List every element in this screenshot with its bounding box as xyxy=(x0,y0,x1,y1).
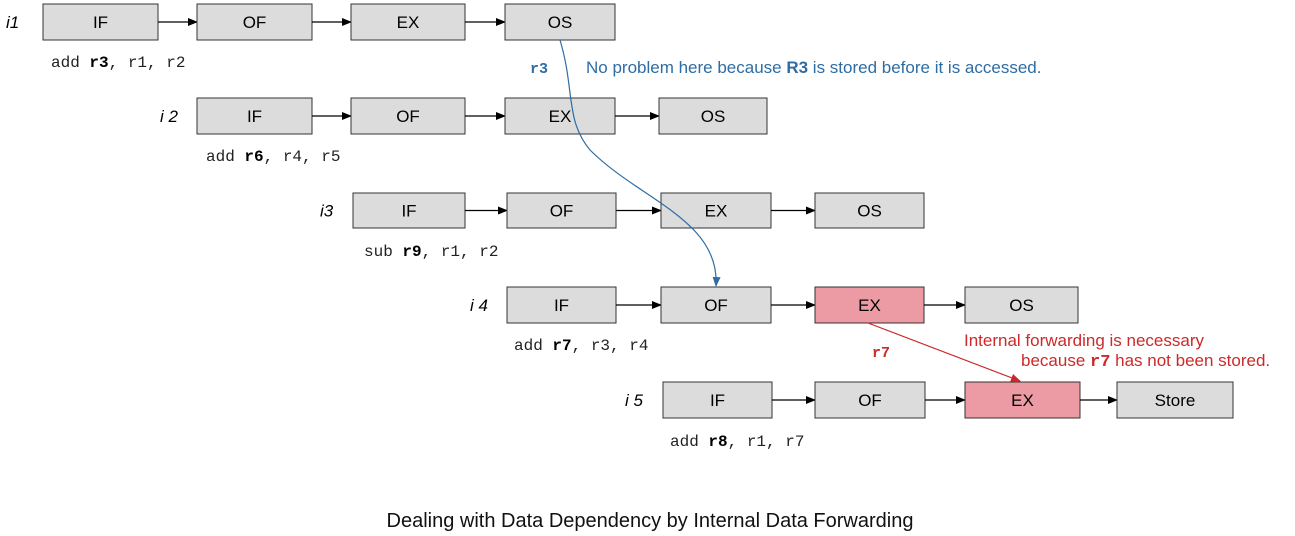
instruction-id-label: i1 xyxy=(6,13,19,32)
no-problem-note: No problem here because R3 is stored bef… xyxy=(586,58,1041,77)
instruction-text: add r8, r1, r7 xyxy=(670,433,804,451)
instr-space xyxy=(80,54,90,72)
pipeline-row: i 5 IF OF EX Store add r8, r1, r7 xyxy=(625,381,1234,451)
forwarding-note-post: has not been stored. xyxy=(1110,351,1270,370)
instruction-text: add r3, r1, r2 xyxy=(51,54,185,72)
stage-label: EX xyxy=(1011,391,1034,410)
instr-dest: r7 xyxy=(552,337,571,355)
forwarding-note-register: r7 xyxy=(1090,353,1110,372)
instr-sep: , xyxy=(422,243,441,261)
forwarding-note-line1: Internal forwarding is necessary xyxy=(964,331,1205,350)
stage-box xyxy=(814,381,926,419)
stage-box xyxy=(964,381,1081,419)
stage-label: IF xyxy=(554,296,569,315)
stage-box xyxy=(814,286,925,324)
stage-box xyxy=(504,97,616,135)
instruction-id-label: i 5 xyxy=(625,391,644,410)
stage-label: OF xyxy=(396,107,420,126)
stage-label: EX xyxy=(549,107,572,126)
r7-tag: r7 xyxy=(872,345,890,362)
stage-box xyxy=(660,286,772,324)
stage-box xyxy=(352,192,466,229)
diagram-caption: Dealing with Data Dependency by Internal… xyxy=(387,510,914,532)
stage-box xyxy=(814,192,925,229)
stage-box xyxy=(1116,381,1234,419)
instruction-id-label: i 4 xyxy=(470,296,488,315)
stage-box xyxy=(350,3,466,41)
stage-label: IF xyxy=(710,391,725,410)
stage-label: EX xyxy=(858,296,881,315)
instr-src: r4, r5 xyxy=(283,148,341,166)
r7-forwarding-arrow xyxy=(867,322,1021,382)
stage-label: OS xyxy=(548,13,573,32)
instr-sep: , xyxy=(264,148,283,166)
instr-dest: r3 xyxy=(89,54,108,72)
stage-label: IF xyxy=(247,107,262,126)
pipeline-row: i 4 IF OF EX OS add r7, r3, r4 xyxy=(470,286,1079,355)
instr-op: add xyxy=(51,54,80,72)
forwarding-note-pre: because xyxy=(1021,351,1090,370)
forwarding-note-line2: because r7 has not been stored. xyxy=(1021,351,1270,372)
stage-label: EX xyxy=(705,202,728,221)
stage-label: OF xyxy=(858,391,882,410)
instr-src: r1, r2 xyxy=(441,243,499,261)
pipeline-row: i1 IF OF EX OS add r3, r1, r2 xyxy=(6,3,616,72)
no-problem-note-register: R3 xyxy=(786,58,808,77)
instr-dest: r9 xyxy=(402,243,421,261)
instruction-id-label: i3 xyxy=(320,202,334,221)
stage-box xyxy=(196,3,313,41)
instr-src: r1, r7 xyxy=(747,433,805,451)
instr-dest: r8 xyxy=(708,433,727,451)
stage-label: OF xyxy=(243,13,267,32)
stage-box xyxy=(964,286,1079,324)
instr-op: add xyxy=(670,433,699,451)
instr-sep: , xyxy=(572,337,591,355)
stage-label: OF xyxy=(704,296,728,315)
stage-box xyxy=(506,286,617,324)
stage-box xyxy=(506,192,617,229)
instr-space xyxy=(699,433,709,451)
r3-dependency-arrow xyxy=(559,39,721,287)
instr-sep: , xyxy=(728,433,747,451)
pipeline-row: i3 IF OF EX OS sub r9, r1, r2 xyxy=(320,192,925,261)
no-problem-note-post: is stored before it is accessed. xyxy=(808,58,1041,77)
instr-space xyxy=(235,148,245,166)
instruction-id-label: i 2 xyxy=(160,107,179,126)
stage-label: OF xyxy=(550,202,574,221)
r3-tag: r3 xyxy=(530,61,548,78)
stage-label: IF xyxy=(93,13,108,32)
stage-box xyxy=(662,381,773,419)
instruction-text: add r7, r3, r4 xyxy=(514,337,648,355)
stage-box xyxy=(660,192,772,229)
stage-label: OS xyxy=(701,107,726,126)
stage-label: Store xyxy=(1155,391,1196,410)
no-problem-note-pre: No problem here because xyxy=(586,58,786,77)
instr-sep: , xyxy=(109,54,128,72)
stage-label: OS xyxy=(857,202,882,221)
instruction-text: add r6, r4, r5 xyxy=(206,148,340,166)
pipeline-rows: i1 IF OF EX OS add r3, r1, r2 i 2 IF OF EX OS add r… xyxy=(6,3,1234,451)
instr-op: add xyxy=(514,337,543,355)
stage-label: OS xyxy=(1009,296,1034,315)
stage-label: EX xyxy=(397,13,420,32)
instr-space xyxy=(393,243,403,261)
instr-op: sub xyxy=(364,243,393,261)
instr-src: r3, r4 xyxy=(591,337,649,355)
stage-box xyxy=(658,97,768,135)
instr-src: r1, r2 xyxy=(128,54,186,72)
instruction-text: sub r9, r1, r2 xyxy=(364,243,498,261)
pipeline-row: i 2 IF OF EX OS add r6, r4, r5 xyxy=(160,97,768,166)
stage-box xyxy=(196,97,313,135)
instr-space xyxy=(543,337,553,355)
stage-label: IF xyxy=(401,202,416,221)
instr-op: add xyxy=(206,148,235,166)
stage-box xyxy=(504,3,616,41)
instr-dest: r6 xyxy=(244,148,263,166)
